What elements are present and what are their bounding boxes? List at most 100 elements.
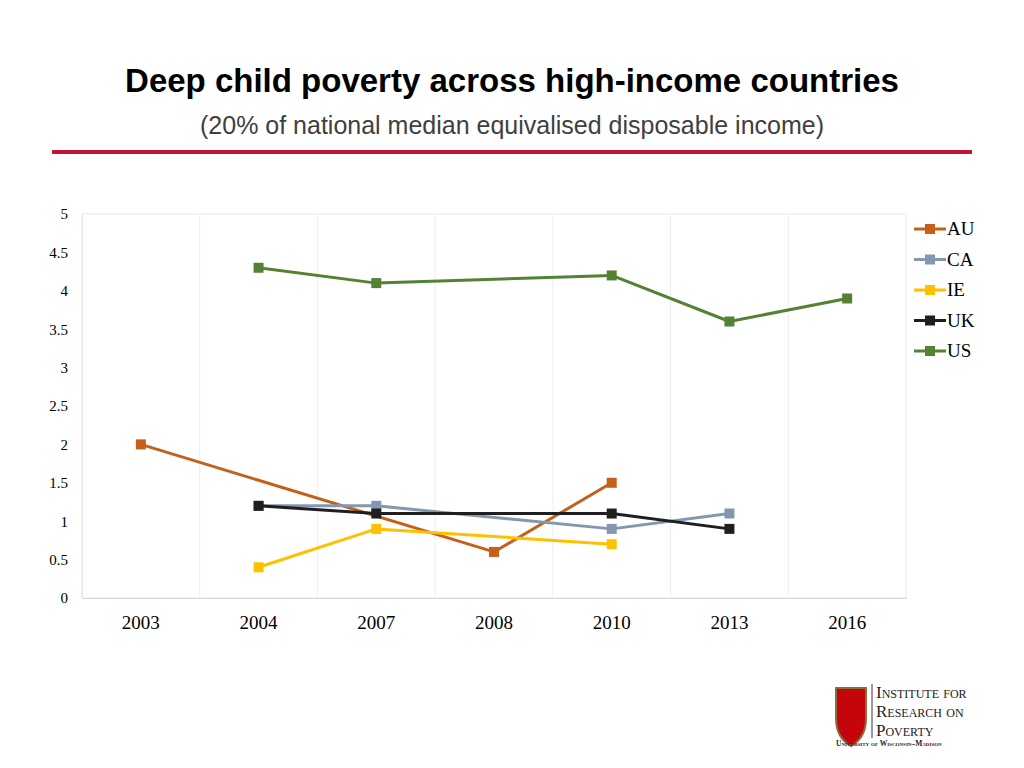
- y-tick: 1: [61, 514, 83, 530]
- title: Deep child poverty across high-income co…: [125, 62, 899, 99]
- marker: [136, 439, 146, 449]
- y-tick-label: 0: [61, 590, 69, 606]
- x-tick-label: 2008: [475, 612, 513, 633]
- legend-label: US: [947, 340, 971, 361]
- grid: [200, 214, 789, 598]
- x-tick-label: 2007: [357, 612, 395, 633]
- x-tick-label: 2003: [122, 612, 160, 633]
- marker: [724, 317, 734, 327]
- y-tick-label: 2.5: [49, 398, 68, 414]
- line-segment: [259, 268, 377, 283]
- line-segment: [376, 506, 611, 529]
- marker: [371, 524, 381, 534]
- line-segment: [729, 298, 847, 321]
- legend: AU CA IE UK US: [914, 218, 975, 361]
- chart: Deep child poverty across high-income co…: [0, 0, 1024, 768]
- x-tick: 2016: [828, 598, 866, 633]
- legend-marker: [925, 255, 935, 265]
- y-tick: 4: [61, 283, 83, 299]
- marker: [254, 501, 264, 511]
- series: [136, 439, 617, 557]
- series: [254, 501, 735, 534]
- legend-label: AU: [947, 218, 975, 239]
- grid-line: [317, 214, 318, 598]
- grid-line: [788, 214, 789, 598]
- series: [254, 501, 735, 534]
- marker: [489, 547, 499, 557]
- marker: [607, 478, 617, 488]
- y-axis-line: [82, 215, 83, 599]
- legend-marker: [925, 316, 935, 326]
- logo-divider: [872, 684, 873, 738]
- marker: [371, 509, 381, 519]
- y-axis: 0 0.5 1 1.5 2 2.5 3 3.5 4 4.5 5: [49, 206, 82, 606]
- x-tick-label: 2004: [240, 612, 279, 633]
- x-tick: 2007: [357, 598, 395, 633]
- grid-line: [670, 214, 671, 598]
- grid-line: [199, 214, 200, 598]
- title-rule: [52, 150, 972, 154]
- logo-text: University of Wisconsin–Madison: [836, 739, 942, 748]
- y-tick-label: 3.5: [49, 322, 68, 338]
- line-segment: [612, 514, 730, 529]
- logo-text: Research on: [876, 702, 964, 721]
- line-segment: [612, 275, 730, 321]
- line-segment: [376, 512, 611, 515]
- logo-text: Poverty: [876, 721, 934, 740]
- line-segment: [259, 529, 377, 567]
- y-tick: 2.5: [49, 398, 82, 414]
- line-segment: [376, 275, 611, 283]
- legend-item: CA: [914, 249, 974, 270]
- line-segment: [259, 506, 377, 514]
- marker: [607, 509, 617, 519]
- subtitle: (20% of national median equivalised disp…: [200, 111, 824, 139]
- marker: [842, 293, 852, 303]
- line-segment: [141, 444, 494, 552]
- legend-marker: [925, 346, 935, 356]
- legend-item: US: [914, 340, 971, 361]
- legend-label: CA: [947, 249, 974, 270]
- y-tick: 2: [61, 437, 83, 453]
- x-axis: 2003 2004 2007 2008 2010 2013 2016: [83, 598, 907, 633]
- line-segment: [376, 529, 611, 544]
- marker: [607, 539, 617, 549]
- y-tick-label: 1.5: [49, 475, 68, 491]
- marker: [254, 263, 264, 273]
- x-tick-label: 2013: [710, 612, 748, 633]
- marker: [607, 270, 617, 280]
- x-tick: 2003: [122, 598, 160, 633]
- y-tick: 4.5: [49, 245, 82, 261]
- line-segment: [612, 514, 730, 529]
- y-tick: 0.5: [49, 552, 82, 568]
- y-tick-label: 4.5: [49, 245, 68, 261]
- series: [254, 524, 617, 572]
- x-tick-label: 2016: [828, 612, 866, 633]
- legend-item: IE: [914, 279, 965, 300]
- y-tick: 5: [61, 206, 83, 222]
- marker: [254, 562, 264, 572]
- marker: [371, 278, 381, 288]
- y-tick: 3.5: [49, 322, 82, 338]
- series: [254, 263, 853, 327]
- legend-label: IE: [947, 279, 965, 300]
- x-tick: 2013: [710, 598, 748, 633]
- y-tick-label: 3: [61, 360, 69, 376]
- y-tick-label: 2: [61, 437, 69, 453]
- logo-text: Institute for: [876, 683, 967, 702]
- y-tick-label: 5: [61, 206, 69, 222]
- marker: [254, 501, 264, 511]
- x-tick: 2004: [240, 598, 279, 633]
- marker: [724, 509, 734, 519]
- y-tick-label: 4: [61, 283, 69, 299]
- legend-marker: [925, 224, 935, 234]
- x-tick-label: 2010: [593, 612, 631, 633]
- y-tick: 0: [61, 590, 83, 606]
- marker: [607, 524, 617, 534]
- y-tick-label: 0.5: [49, 552, 68, 568]
- series-group: [136, 263, 852, 573]
- legend-marker: [925, 285, 935, 295]
- logo: Institute forResearch onPovertyUniversit…: [836, 683, 967, 748]
- legend-item: UK: [914, 310, 975, 331]
- y-tick: 3: [61, 360, 83, 376]
- plot-frame: [82, 214, 906, 598]
